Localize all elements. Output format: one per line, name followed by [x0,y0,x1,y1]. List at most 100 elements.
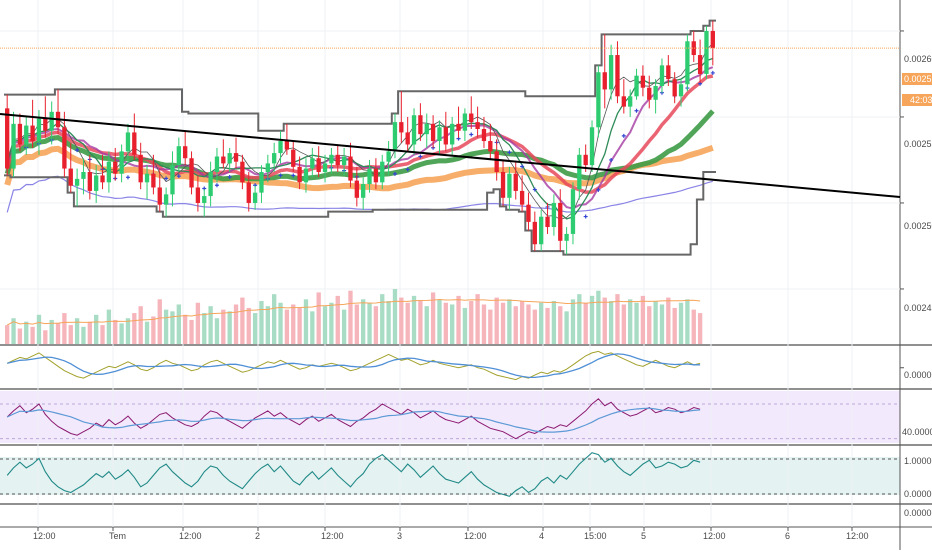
sar-marker [278,173,283,178]
oscillator-1-pane [6,350,904,381]
volume-bar [132,313,137,344]
candle-body [132,132,137,155]
time-tick-label: 4 [539,531,544,541]
candle-body [558,202,563,241]
candle-body [94,175,99,191]
volume-bar [272,294,277,344]
volume-ma-line [6,298,701,326]
volume-bar [500,302,506,344]
volume-bar [87,321,92,344]
volume-bar [329,302,334,344]
time-axis [37,527,853,531]
time-tick-label: 15:00 [584,531,607,541]
volume-bar [316,292,321,344]
candle-body [488,141,493,152]
volume-bar [532,309,537,344]
volume-bar [539,302,544,344]
volume-bar [259,301,264,344]
volume-bar [494,297,499,344]
candle-body [424,123,429,135]
volume-bar [36,314,42,344]
price-tick-label: 0.002500 [904,221,932,231]
volume-bar [615,294,620,344]
candle-body [240,161,245,183]
candle-body [157,187,162,205]
osc2-tick-label: 40.0000 [902,427,932,437]
last-price-label: 0.002590 [904,74,932,84]
candle-body [405,132,410,145]
oscillator-2-pane [0,398,900,440]
volume-bar [519,301,525,344]
volume-bar [653,301,658,344]
sar-marker [609,157,614,162]
candle-body [303,168,309,183]
candle-body [74,178,80,186]
ma-red-line [5,74,714,194]
candle-body [577,154,582,190]
candle-body [494,151,499,172]
ma-fastest-line [6,42,714,220]
candle-body [380,161,385,183]
candle-body [68,168,73,186]
candle-body [30,125,35,142]
time-tick-label: 5 [641,531,646,541]
volume-bar [221,309,226,344]
volume-bar [189,319,194,344]
countdown-label: 42:03 [910,95,932,105]
candles [0,20,900,255]
time-tick-label: 6 [785,531,790,541]
price-tick-label: 0.002550 [904,139,932,149]
time-tick-label: 12:00 [321,531,344,541]
sar-marker [418,154,423,159]
volume-bar [252,313,258,344]
candle-body [672,79,677,97]
sar-marker [227,174,232,179]
candle-body [443,127,448,145]
volume-bar [367,302,372,344]
candle-body [113,161,118,174]
volume-bar [551,301,557,344]
volume-bar [545,307,550,344]
candle-body [170,165,175,195]
volume-bar [430,292,436,344]
volume-bar [411,295,417,344]
candle-body [310,158,315,169]
trendline [0,113,901,198]
volume-bar [354,304,359,344]
volume-bar [488,309,493,344]
osc3-tick-label: 0.0000 [904,489,932,499]
candle-body [62,127,67,169]
time-tick-label: 12:00 [33,531,56,541]
candle-body [297,166,302,183]
volume-bar [233,304,239,344]
volume-bar [634,302,639,344]
candle-body [418,115,423,135]
candle-body [227,153,232,164]
volume-bar [265,306,270,344]
volume-bar [17,328,23,344]
volume-bar [405,302,410,344]
volume-bar [208,306,213,344]
candle-body [202,196,207,203]
volume-bar [443,302,448,344]
candle-body [233,153,239,162]
osc3-tick-label: 0.0000 [904,508,932,518]
channel-upper-line [4,19,716,132]
candle-body [265,163,270,172]
volume-bar [335,295,340,344]
volume-bar [462,307,468,344]
sar-marker [634,108,639,113]
moving-averages [4,42,715,220]
volume-bar [456,295,461,344]
last-price-badge [902,73,932,85]
candle-body [208,172,213,197]
volume-bar [303,299,309,344]
sar-marker [520,164,525,169]
candle-body [24,125,29,145]
candle-body [475,122,480,129]
volume-bar [373,306,379,344]
volume-bar [621,304,626,344]
volume-bar [628,299,633,344]
volume-bar [81,326,86,344]
